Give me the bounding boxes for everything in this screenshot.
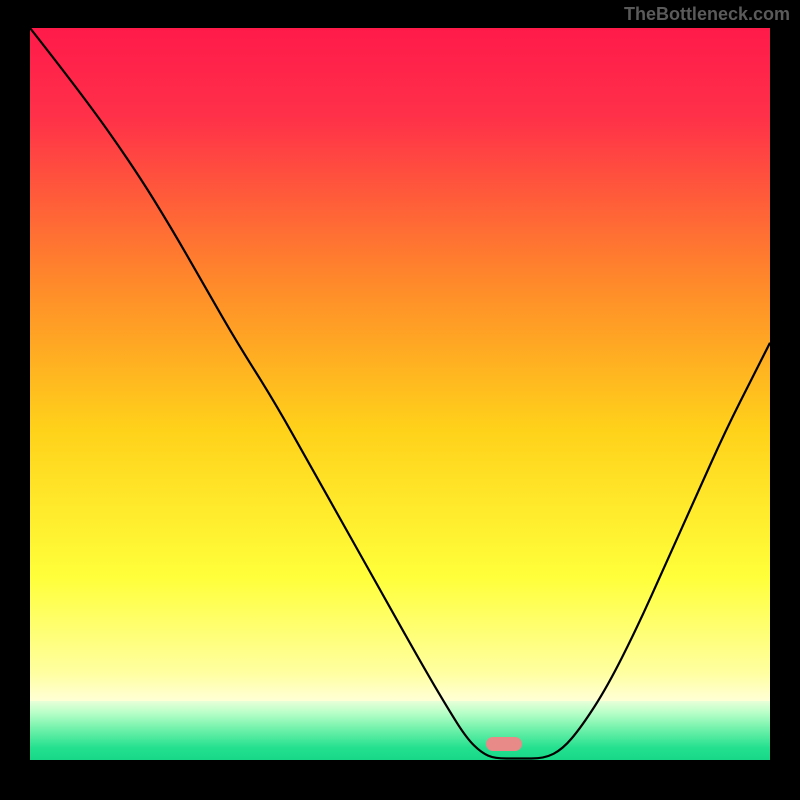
curve-path — [30, 28, 770, 759]
watermark-text: TheBottleneck.com — [624, 4, 790, 25]
optimal-marker — [486, 737, 522, 751]
plot-area — [30, 28, 770, 760]
bottleneck-curve — [30, 28, 770, 760]
